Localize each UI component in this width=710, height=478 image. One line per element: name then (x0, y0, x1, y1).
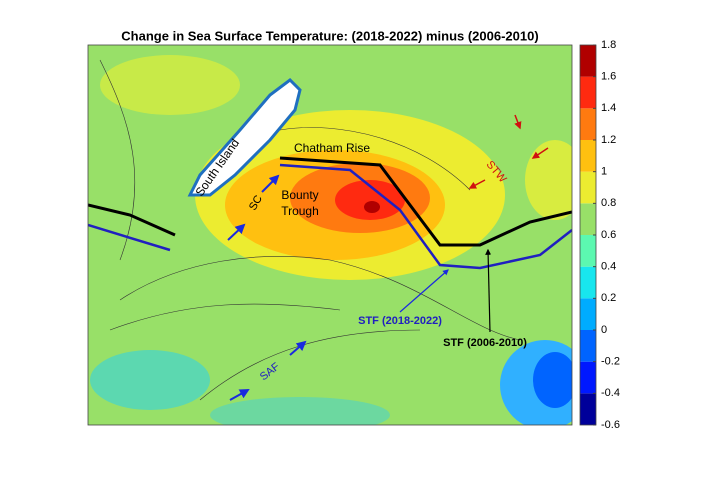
colorbar-band (580, 393, 596, 425)
map-frame (87, 44, 573, 426)
colorbar-band (580, 330, 596, 362)
colorbar-tick-label: 0.6 (601, 229, 616, 241)
colorbar-tick-label: 0.8 (601, 197, 616, 209)
colorbar-tick-label: 0.2 (601, 292, 616, 304)
colorbar-band (580, 45, 596, 77)
colorbar-tick-label: 0.4 (601, 261, 616, 273)
colorbar-tick-label: -0.4 (601, 387, 620, 399)
label-stf-new: STF (2018-2022) (358, 315, 442, 327)
colorbar-tick-label: 1.2 (601, 134, 616, 146)
label-trough: Trough (281, 204, 319, 218)
colorbar-band (580, 298, 596, 330)
colorbar-band (580, 108, 596, 140)
colorbar-tick-label: 1.8 (601, 39, 616, 51)
colorbar-band (580, 76, 596, 109)
colorbar-tick-label: 1.6 (601, 71, 616, 83)
colorbar-band (580, 171, 596, 204)
label-stf-old: STF (2006-2010) (443, 337, 527, 349)
colorbar-tick-label: 1 (601, 166, 607, 178)
colorbar-band (580, 235, 596, 267)
sst-field (88, 45, 572, 425)
colorbar-tick-label: 0 (601, 324, 607, 336)
colorbar-band (580, 203, 596, 235)
label-chatham-rise: Chatham Rise (294, 141, 370, 155)
colorbar-tick-label: -0.6 (601, 419, 620, 431)
colorbar-tick-label: 1.4 (601, 102, 616, 114)
colorbar-tick-label: -0.2 (601, 356, 620, 368)
colorbar: -0.6 -0.4 -0.2 0 0.2 0.4 0.6 0.8 1 1.2 1.4 1.6 1.8 (579, 39, 620, 431)
colorbar-band (580, 140, 596, 172)
map-title: Change in Sea Surface Temperature: (2018… (121, 28, 538, 43)
colorbar-band (580, 266, 596, 299)
label-bounty: Bounty (281, 188, 318, 202)
colorbar-band (580, 361, 596, 394)
